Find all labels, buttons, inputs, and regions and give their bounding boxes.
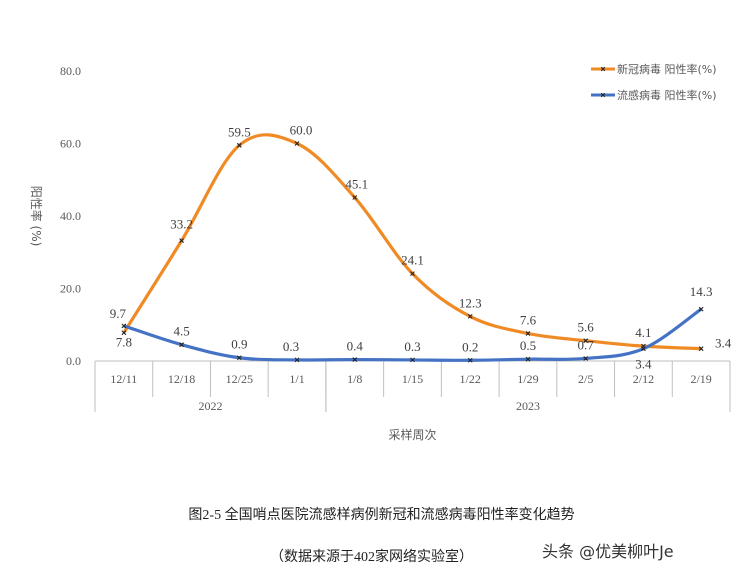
data-label: 45.1 [345, 177, 368, 192]
data-label: 59.5 [228, 124, 251, 139]
legend-marker [600, 92, 606, 98]
data-label: 0.5 [520, 338, 536, 353]
data-point-marker [352, 357, 358, 362]
data-label: 60.0 [290, 123, 313, 138]
data-label: 7.6 [520, 312, 537, 327]
data-label: 33.2 [170, 217, 193, 232]
x-tick-label: 1/22 [460, 372, 481, 386]
data-label: 0.2 [462, 339, 478, 354]
data-point-marker [467, 314, 473, 319]
x-tick-label: 12/25 [226, 372, 253, 386]
data-point-marker [467, 357, 473, 363]
data-point-marker [352, 195, 358, 200]
y-tick-label: 60.0 [60, 137, 81, 151]
x-tick-label: 1/8 [347, 372, 362, 386]
data-point-marker [698, 306, 704, 312]
data-point-marker [236, 355, 242, 361]
x-tick-label: 1/29 [517, 372, 538, 386]
data-point-marker [410, 271, 415, 277]
data-point-marker [121, 330, 127, 336]
data-label: 5.6 [578, 320, 595, 335]
x-tick-label: 12/11 [110, 372, 137, 386]
data-point-marker [121, 323, 127, 329]
line-chart: 0.0 20.0 40.0 60.0 80.0 阳性率 (%) 12/11 12/18 12/2… [29, 62, 732, 442]
data-point-marker [641, 346, 646, 352]
data-point-marker [583, 338, 589, 344]
data-point-marker [294, 141, 300, 146]
data-label: 4.1 [635, 325, 651, 340]
data-label: 9.7 [110, 306, 127, 321]
y-axis-label: 阳性率 (%) [29, 186, 44, 247]
data-label: 3.4 [715, 336, 732, 351]
data-label: 0.9 [231, 337, 247, 352]
y-tick-label: 0.0 [66, 354, 81, 368]
y-tick-label: 80.0 [60, 64, 81, 78]
x-group-label: 2023 [516, 399, 540, 413]
data-point-marker [525, 331, 531, 336]
legend-label: 新冠病毒 阳性率(%) [617, 62, 717, 76]
data-label: 3.4 [635, 357, 652, 372]
data-point-marker [583, 356, 589, 361]
watermark: 头条 @优美柳叶Je [542, 542, 674, 561]
data-point-marker [294, 357, 300, 363]
data-point-marker [179, 342, 184, 348]
data-label: 0.3 [283, 339, 299, 354]
x-tick-label: 2/5 [578, 372, 593, 386]
data-point-marker [179, 238, 184, 244]
y-tick-label: 40.0 [60, 209, 81, 223]
legend-marker [600, 66, 606, 72]
legend-label: 流感病毒 阳性率(%) [617, 88, 717, 102]
x-tick-label: 2/12 [633, 372, 654, 386]
data-label: 4.5 [173, 324, 189, 339]
data-label: 14.3 [690, 284, 713, 299]
x-tick-label: 1/1 [289, 372, 304, 386]
y-tick-label: 20.0 [60, 282, 81, 296]
figure-caption: 图2-5 全国哨点医院流感样病例新冠和流感病毒阳性率变化趋势 [188, 508, 575, 523]
x-tick-label: 12/18 [168, 372, 195, 386]
data-point-marker [236, 142, 242, 148]
x-axis-label: 采样周次 [388, 427, 436, 442]
data-label: 0.7 [578, 337, 595, 352]
data-point-marker [410, 357, 415, 363]
data-label: 0.4 [347, 339, 364, 354]
data-label: 24.1 [401, 253, 424, 268]
data-source-note: （数据来源于402家网络实验室） [270, 550, 473, 565]
data-label: 7.8 [116, 335, 132, 350]
data-label: 0.3 [404, 339, 420, 354]
x-tick-label: 1/15 [402, 372, 423, 386]
x-group-label: 2022 [198, 399, 222, 413]
data-point-marker [698, 346, 704, 352]
x-tick-label: 2/19 [690, 372, 711, 386]
data-label: 12.3 [459, 295, 482, 310]
data-point-marker [525, 356, 531, 362]
series-line-covid [122, 133, 702, 351]
